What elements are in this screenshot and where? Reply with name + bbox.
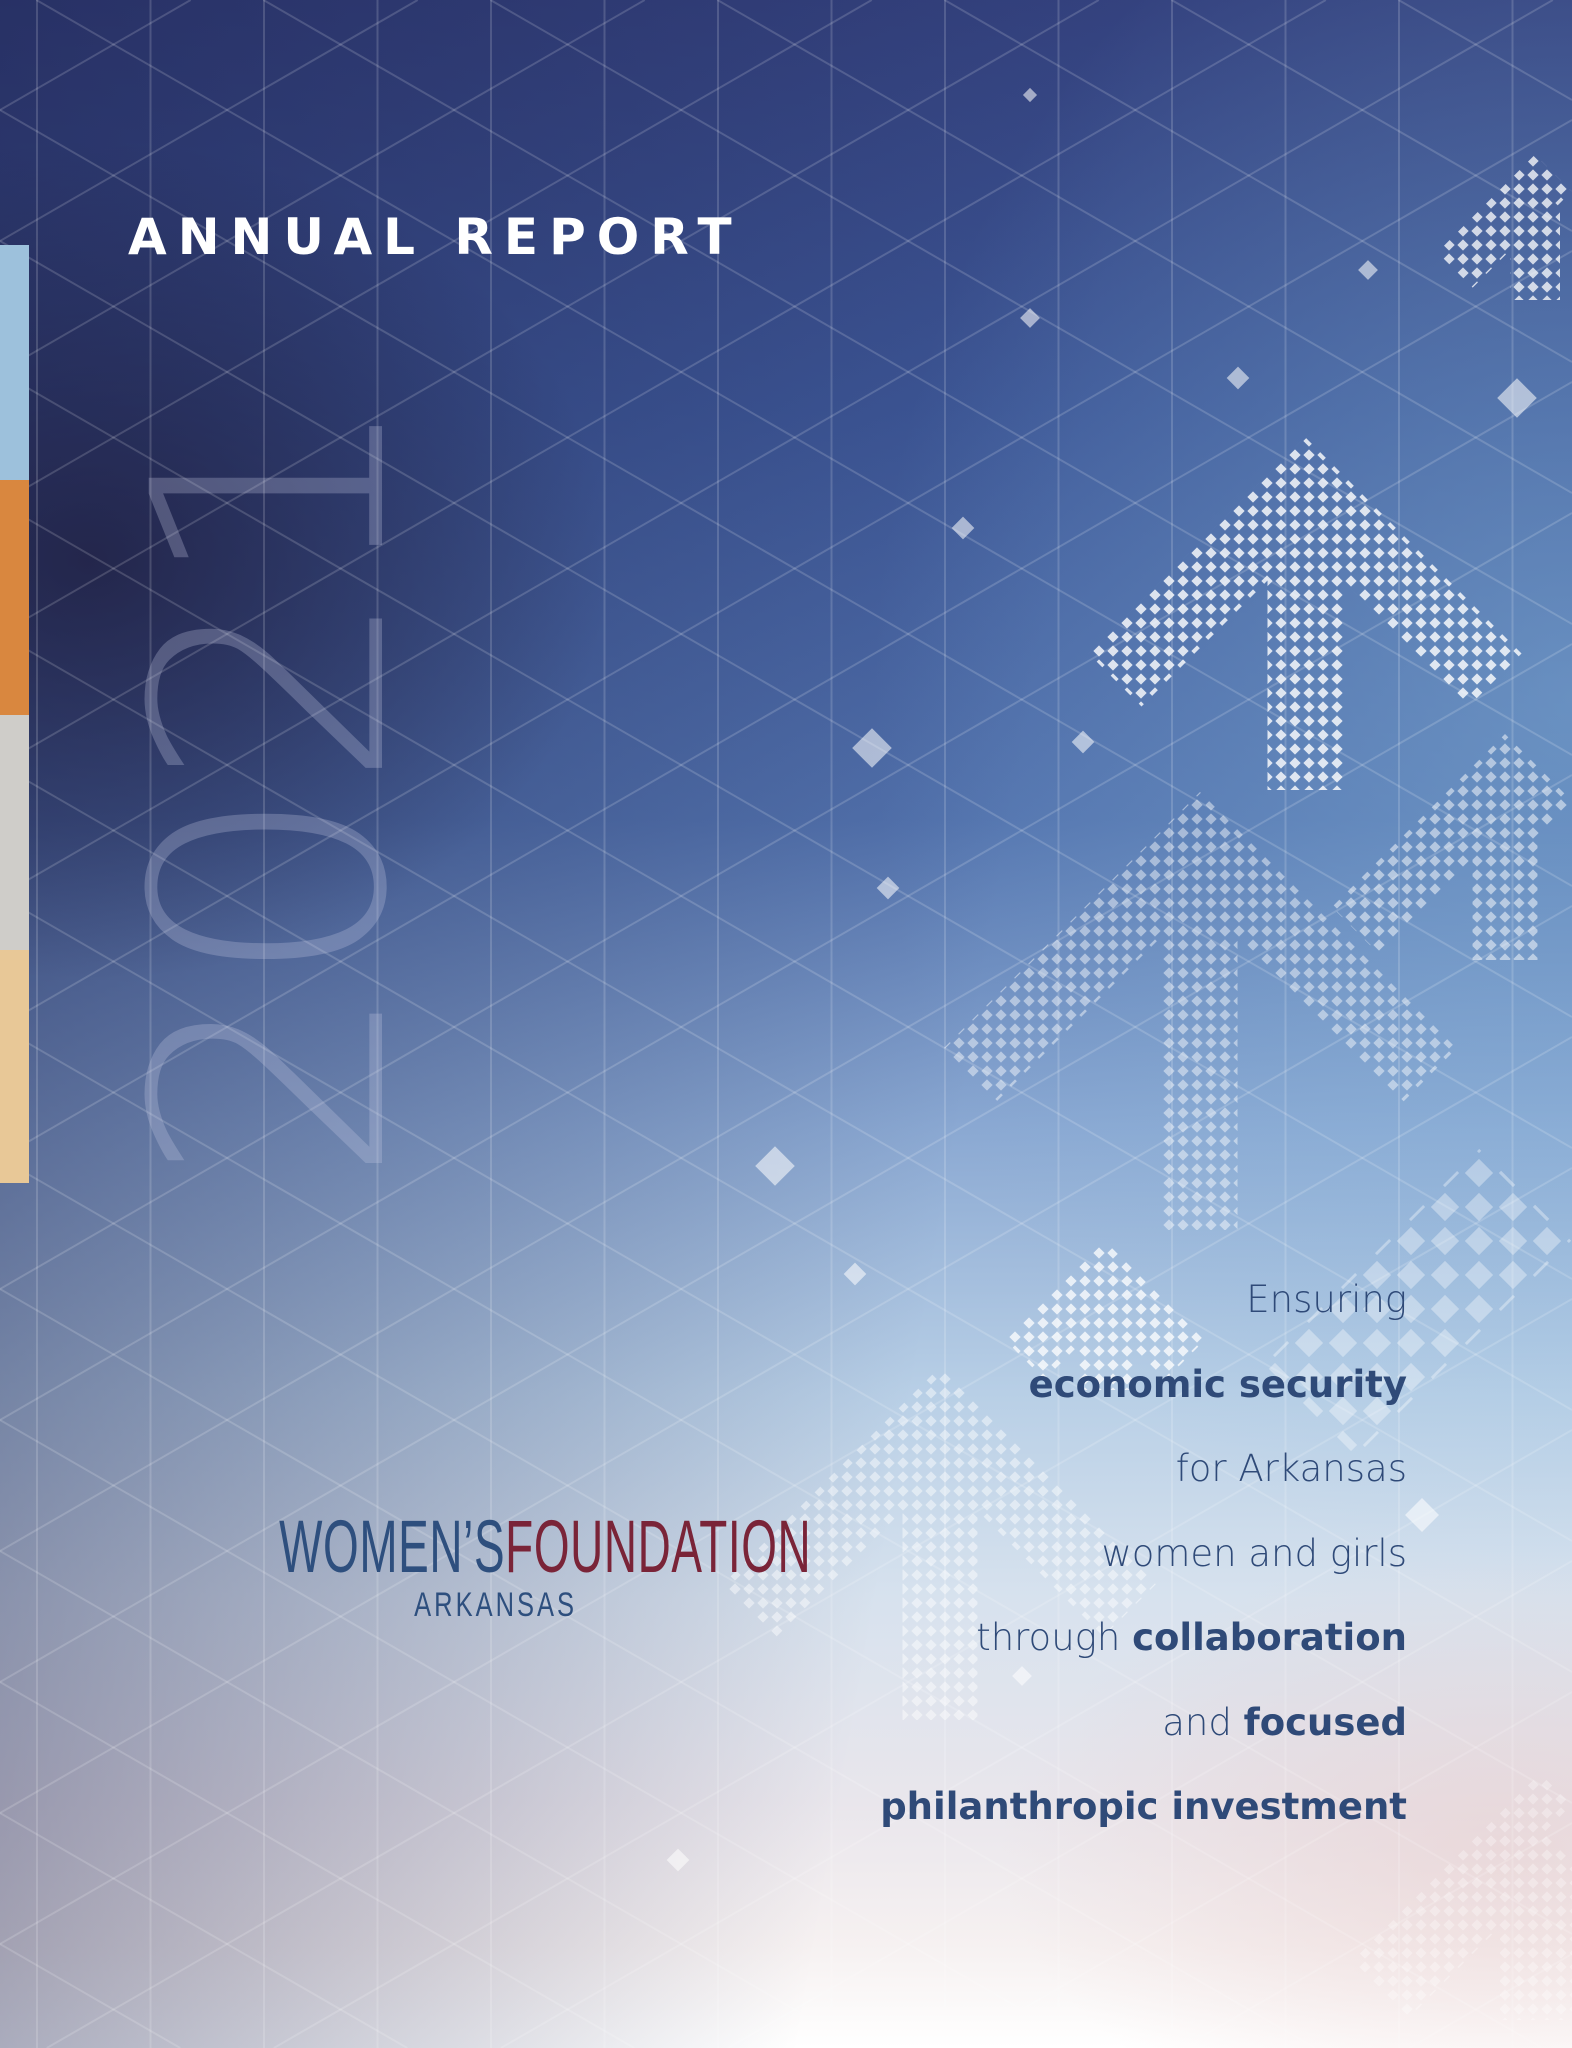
grid-line	[0, 119, 1572, 1028]
diamond-icon	[1012, 1666, 1032, 1686]
grid-line	[0, 1036, 1572, 1945]
diamond-icon	[843, 1262, 867, 1286]
grid-line	[954, 1691, 1572, 2048]
grid-line	[0, 109, 1572, 1018]
tagline-emphasis: economic security	[1028, 1362, 1407, 1406]
logo-word-womens: WOMEN’S	[279, 1505, 506, 1588]
grid-line	[0, 0, 419, 242]
diamond-icon	[1020, 308, 1040, 328]
grid-line	[262, 0, 1572, 756]
grid-line	[0, 1681, 635, 2048]
womens-foundation-logo: WOMEN’SFOUNDATION ARKANSAS	[256, 1510, 811, 1625]
tagline-text: and	[1162, 1700, 1244, 1744]
arrow-up-icon	[1264, 1148, 1572, 1456]
grid-line	[0, 0, 1100, 635]
grid-line	[0, 0, 646, 373]
grid-line	[0, 1550, 862, 2048]
grid-line	[0, 502, 1572, 1411]
diamond-icon	[852, 728, 892, 768]
tagline-line: through collaboration	[880, 1610, 1407, 1695]
tagline-line: and focused	[880, 1695, 1407, 1780]
arrow-up-icon	[1332, 734, 1572, 960]
diamond-icon	[1022, 87, 1038, 103]
grid-line	[0, 371, 1572, 1280]
diamond-icon	[755, 1146, 795, 1186]
logo-subtitle: ARKANSAS	[414, 1586, 578, 1624]
tagline-line: economic security	[880, 1357, 1407, 1442]
grid-line	[0, 0, 1554, 897]
arrow-up-icon	[723, 1366, 1157, 1720]
diamond-icon	[951, 516, 975, 540]
mission-statement: Ensuring economic security for Arkansas …	[880, 1272, 1407, 1864]
diamond-icon	[1358, 260, 1378, 280]
arrow-up-icon	[1088, 436, 1522, 790]
diamond-icon	[1071, 730, 1095, 754]
color-bar-3	[0, 715, 29, 950]
tagline-emphasis: collaboration	[1132, 1616, 1407, 1659]
grid-line	[0, 1812, 408, 2048]
grid-line	[1398, 0, 1572, 101]
diamond-icon	[1226, 366, 1250, 390]
tagline-line: Ensuring	[1246, 1278, 1407, 1321]
arrow-up-icon	[943, 791, 1457, 1230]
report-year: 2021	[86, 394, 458, 1186]
diamond-icon	[1497, 378, 1537, 418]
grid-line	[0, 1419, 1089, 2048]
diamond-icon	[876, 876, 900, 900]
diamond-icon	[1405, 1498, 1439, 1532]
grid-line	[0, 0, 1327, 766]
report-title: ANNUAL REPORT	[128, 208, 743, 266]
tagline-text: through	[976, 1616, 1133, 1659]
grid-line	[717, 0, 1572, 494]
grid-line	[0, 1026, 1572, 1935]
grid-line	[0, 0, 873, 504]
diamond-icon	[666, 1848, 690, 1872]
grid-line	[0, 250, 1572, 1159]
tagline-line: philanthropic investment	[880, 1779, 1407, 1864]
grid-line	[727, 1560, 1572, 2048]
tagline-line: for Arkansas	[1175, 1447, 1407, 1490]
tagline-line: women and girls	[1101, 1531, 1407, 1575]
color-bar-1	[0, 245, 29, 480]
color-bar-4	[0, 950, 29, 1183]
grid-line	[0, 764, 1572, 1673]
grid-line	[0, 0, 192, 111]
grid-line	[0, 643, 1572, 1552]
arrow-up-icon	[1351, 1773, 1572, 2020]
grid-line	[944, 0, 1572, 363]
grid-line	[0, 1288, 1316, 2048]
grid-line	[0, 1943, 181, 2048]
arrow-up-icon	[1437, 154, 1572, 300]
arrow-up-icon	[1005, 1241, 1205, 1390]
tagline-emphasis: focused	[1243, 1700, 1407, 1744]
grid-line	[500, 1429, 1572, 2048]
grid-line	[0, 905, 1572, 1814]
tagline-emphasis: philanthropic investment	[880, 1785, 1407, 1828]
logo-word-foundation: FOUNDATION	[505, 1505, 812, 1588]
color-bar-2	[0, 480, 29, 715]
grid-line	[0, 895, 1572, 1804]
